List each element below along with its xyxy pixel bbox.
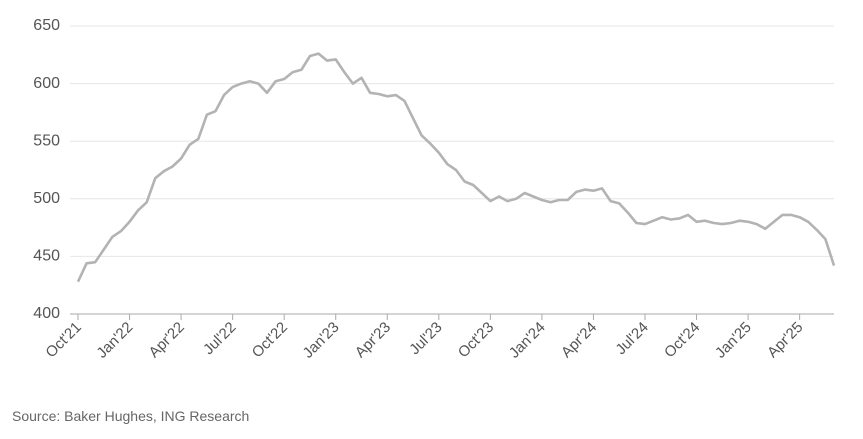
source-note: Source: Baker Hughes, ING Research	[12, 408, 249, 424]
x-tick-label: Jul'24	[612, 319, 651, 358]
x-tick-label: Oct'21	[42, 319, 84, 361]
y-tick-label: 550	[33, 132, 60, 149]
y-tick-label: 500	[33, 190, 60, 207]
x-tick-label: Jan'24	[506, 319, 549, 362]
x-tick-label: Jul'23	[406, 319, 445, 358]
y-tick-label: 400	[33, 305, 60, 322]
x-tick-label: Jan'23	[300, 319, 343, 362]
y-tick-label: 650	[33, 17, 60, 34]
y-tick-label: 600	[33, 75, 60, 92]
x-tick-label: Jul'22	[200, 319, 239, 358]
x-tick-label: Oct'24	[661, 319, 703, 361]
line-series	[76, 52, 836, 283]
x-tick-label: Oct'22	[249, 319, 291, 361]
y-tick-label: 450	[33, 248, 60, 265]
x-tick-label: Apr'22	[146, 319, 188, 361]
x-tick-label: Apr'25	[764, 319, 806, 361]
x-tick-label: Oct'23	[455, 319, 497, 361]
x-tick-label: Apr'24	[558, 319, 600, 361]
x-tick-label: Apr'23	[352, 319, 394, 361]
x-tick-label: Jan'25	[712, 319, 755, 362]
x-tick-label: Jan'22	[93, 319, 136, 362]
